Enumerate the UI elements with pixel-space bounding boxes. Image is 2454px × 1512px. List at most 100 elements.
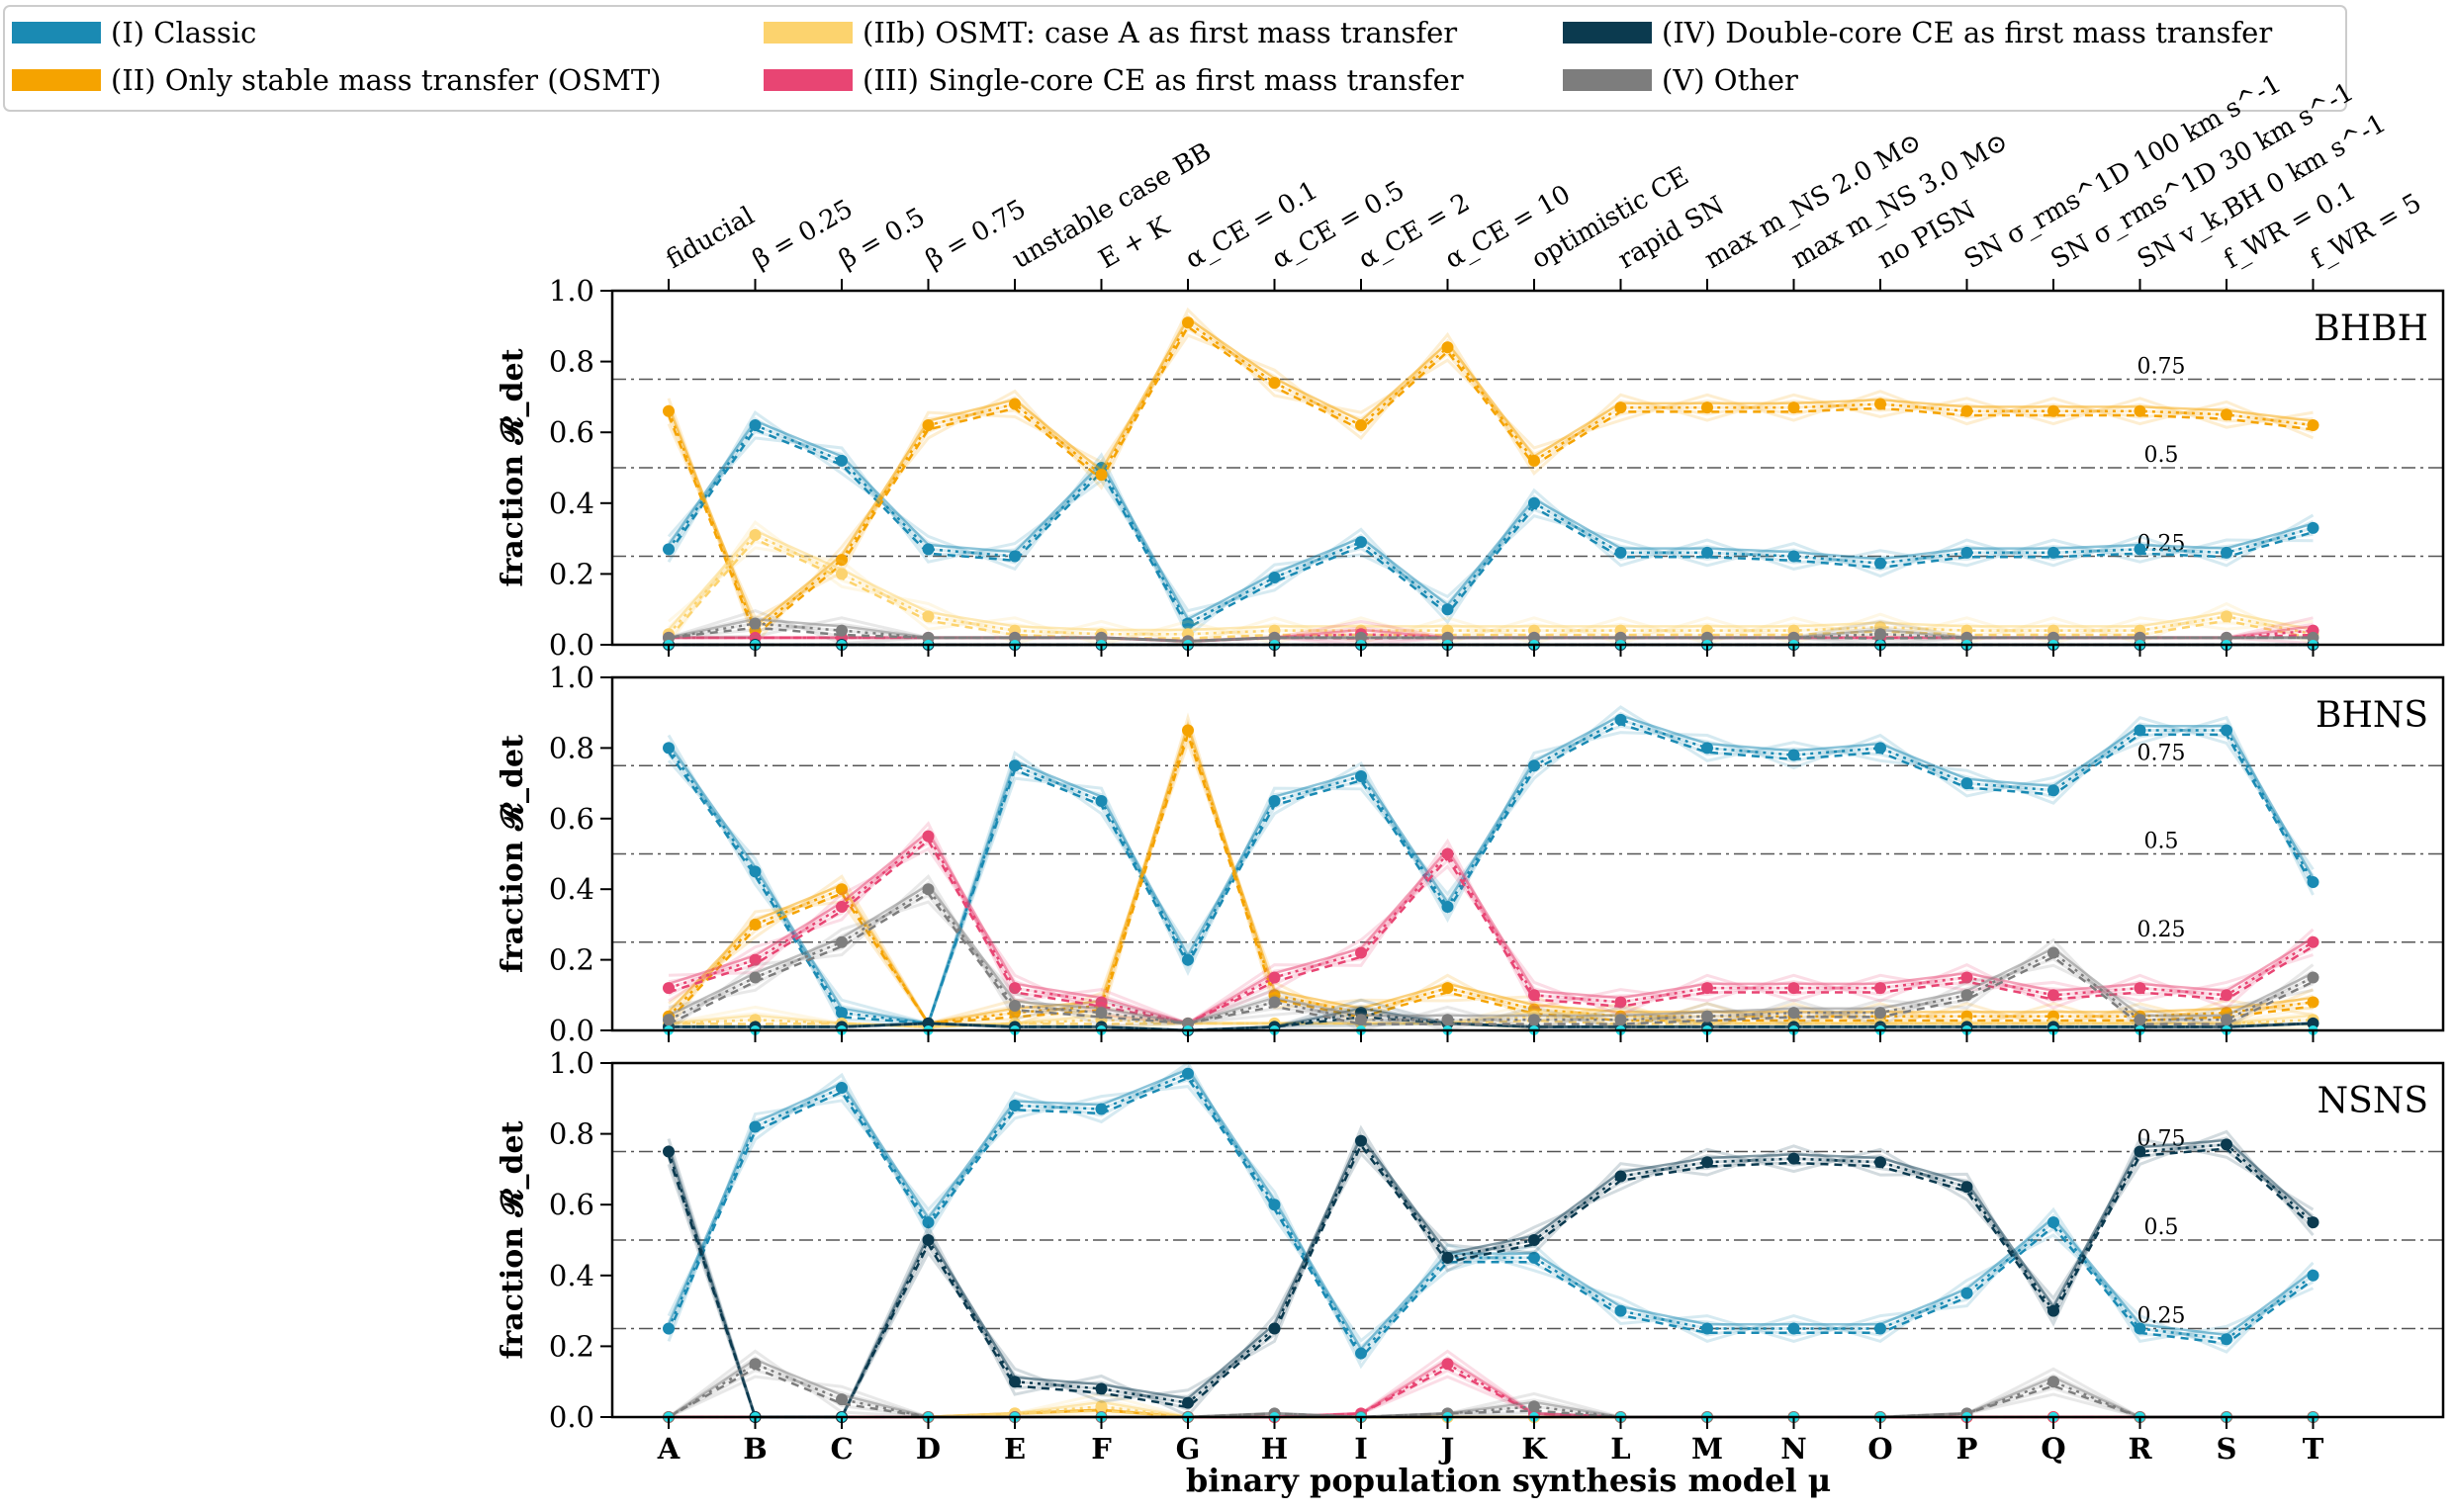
series-II <box>663 307 2319 647</box>
data-point <box>2047 1304 2059 1317</box>
data-point <box>1009 1099 1021 1112</box>
data-point <box>2134 1014 2146 1026</box>
variant-line <box>668 712 2314 1031</box>
data-point <box>2134 631 2146 644</box>
plot-frame <box>610 289 2445 647</box>
data-point <box>2047 989 2059 1002</box>
data-point <box>2134 1145 2146 1158</box>
data-point <box>663 1014 675 1026</box>
data-point <box>2307 996 2319 1009</box>
data-point <box>2047 631 2059 644</box>
data-point <box>749 529 762 542</box>
legend-frame <box>3 5 2347 112</box>
series-line <box>667 1142 2315 1419</box>
data-point <box>1787 1152 1800 1165</box>
data-point <box>922 1234 935 1246</box>
data-point <box>922 419 935 432</box>
variant-line <box>667 436 2314 625</box>
data-point <box>1355 419 1367 432</box>
data-point <box>2221 631 2232 644</box>
panel-BHBH: 0.750.50.250.00.20.40.60.81.0BHBHfractio… <box>496 274 2445 662</box>
plot-frame <box>610 675 2445 1032</box>
data-point <box>1095 1103 1108 1115</box>
data-point <box>749 617 762 630</box>
y-axis-label: fraction 𝓡_det <box>496 348 530 586</box>
series-V <box>663 874 2319 1032</box>
data-point <box>1182 953 1194 966</box>
data-point <box>1528 1234 1540 1246</box>
data-point <box>922 631 935 644</box>
data-point <box>1182 316 1194 329</box>
data-point <box>1614 1014 1627 1026</box>
data-point <box>1441 847 1454 860</box>
x-tick-label: H <box>1261 1432 1288 1466</box>
data-point <box>922 830 935 843</box>
data-point <box>1268 971 1281 984</box>
y-tick-label: 0.0 <box>549 1400 594 1434</box>
data-point <box>1528 631 1540 644</box>
data-point <box>2307 1216 2319 1229</box>
series-line <box>667 1072 2315 1356</box>
data-point <box>1441 982 1454 995</box>
data-point <box>749 953 762 966</box>
data-point <box>1960 404 1973 417</box>
data-point <box>2134 982 2146 995</box>
series-line <box>667 320 2314 633</box>
data-point <box>663 543 675 556</box>
data-point <box>922 883 935 896</box>
variant-line <box>667 331 2314 620</box>
data-point <box>2221 724 2232 737</box>
data-point <box>1614 1304 1627 1317</box>
data-point <box>2047 404 2059 417</box>
series-II <box>663 712 2319 1031</box>
y-tick-label: 0.4 <box>549 872 594 906</box>
x-tick-label: Q <box>2041 1432 2065 1466</box>
panel-title: BHBH <box>2314 309 2428 349</box>
data-point <box>1787 631 1800 644</box>
x-tick-label: B <box>743 1432 768 1466</box>
data-point <box>1960 777 1973 790</box>
legend-label-V: (V) Other <box>1662 63 1798 97</box>
data-point <box>1960 1181 1973 1194</box>
y-tick-label: 1.0 <box>549 661 594 694</box>
data-point <box>1874 742 1886 755</box>
data-point <box>2047 1376 2059 1388</box>
data-point <box>2047 946 2059 959</box>
data-point <box>2221 1333 2232 1346</box>
data-point <box>1960 1287 1973 1299</box>
series-line <box>668 891 2315 1025</box>
legend-label-IV: (IV) Double-core CE as first mass transf… <box>1662 16 2272 49</box>
panels: 0.75 0.5 0.25 0.0 0.2 0.4 0.6 0.8 1.0 BHBH fractio… <box>496 274 2445 1466</box>
reference-line-label: 0.25 <box>2137 918 2186 942</box>
data-point <box>1095 1400 1108 1413</box>
x-tick-label: I <box>1354 1432 1368 1466</box>
variant-line <box>667 409 2315 639</box>
data-point <box>836 1082 848 1095</box>
data-point <box>1009 398 1021 410</box>
data-point <box>1528 1251 1540 1264</box>
data-point <box>1182 617 1194 630</box>
plot-frame <box>610 1061 2445 1419</box>
data-point <box>1355 946 1367 959</box>
legend-swatch-I <box>12 22 101 44</box>
variant-line <box>667 1124 2315 1419</box>
data-point <box>1268 1199 1281 1211</box>
data-point <box>2307 1269 2319 1282</box>
data-point <box>922 610 935 623</box>
data-point <box>1095 469 1108 482</box>
data-point <box>836 1393 848 1406</box>
data-point <box>1182 1396 1194 1409</box>
y-tick-label: 0.6 <box>549 1188 594 1221</box>
data-point <box>1528 496 1540 509</box>
data-point <box>2307 1017 2319 1029</box>
data-point <box>1009 982 1021 995</box>
y-tick-label: 1.0 <box>549 274 594 308</box>
data-point <box>2221 989 2232 1002</box>
x-tick-label: P <box>1956 1432 1978 1466</box>
series-line <box>667 419 2314 621</box>
y-tick-label: 0.2 <box>549 943 594 977</box>
data-point <box>663 742 675 755</box>
data-point <box>1701 982 1713 995</box>
x-tick-label: S <box>2217 1432 2237 1466</box>
